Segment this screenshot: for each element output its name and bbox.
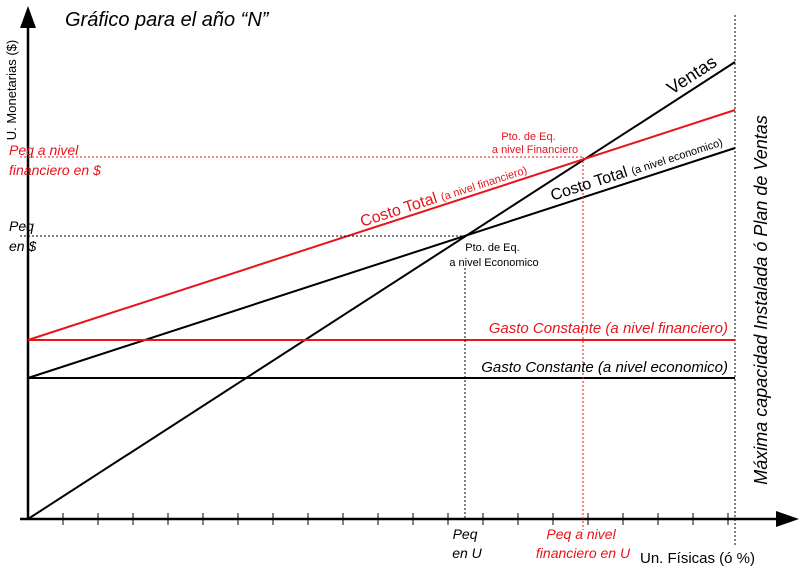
label-line: financiero en $ <box>9 162 101 178</box>
label-line: financiero en U <box>536 545 631 561</box>
label-line: Peq <box>453 526 478 542</box>
label-line: a nivel Economico <box>449 257 538 269</box>
x-ticks <box>62 513 729 525</box>
ventas-label: Ventas <box>663 52 720 99</box>
label-line: Peq a nivel <box>9 142 79 158</box>
costo-total-economico-line <box>27 147 736 379</box>
peq-pesos: Peq en $ <box>9 218 38 254</box>
label-line: a nivel Financiero <box>492 144 578 156</box>
pto-eq-financiero: Pto. de Eq. a nivel Financiero <box>492 131 578 156</box>
peq-financiero-pesos: Peq a nivel financiero en $ <box>9 142 101 178</box>
label-detail: (a nivel financiero) <box>440 165 529 204</box>
gasto-constante-economico-label: Gasto Constante (a nivel economico) <box>481 359 728 376</box>
capacity-label: Máxima capacidad Instalada ó Plan de Ven… <box>751 115 771 485</box>
costo-total-financiero-line <box>27 109 736 341</box>
y-axis-arrow <box>20 6 36 28</box>
gasto-constante-financiero-label: Gasto Constante (a nivel financiero) <box>489 320 728 337</box>
x-axis-arrow <box>776 511 799 527</box>
x-axis-label: Un. Físicas (ó %) <box>640 550 755 567</box>
label-line: en U <box>452 545 482 561</box>
label-line: Peq a nivel <box>546 526 616 542</box>
label-line: Peq <box>9 218 34 234</box>
y-axis-label: U. Monetarias ($) <box>4 40 19 140</box>
title: Gráfico para el año “N” <box>65 9 270 31</box>
label-line: Pto. de Eq. <box>501 131 555 143</box>
pto-eq-economico: Pto. de Eq. a nivel Economico <box>449 242 538 269</box>
ventas-line <box>27 61 736 520</box>
label-detail: (a nivel economico) <box>630 137 724 178</box>
label-line: Pto. de Eq. <box>465 242 519 254</box>
costo-total-financiero-label: Costo Total (a nivel financiero) <box>358 161 529 231</box>
label-main: Costo Total <box>549 164 630 205</box>
label-line: en $ <box>9 238 36 254</box>
peq-financiero-unidades: Peq a nivel financiero en U <box>536 526 631 561</box>
peq-unidades: Peq en U <box>452 526 482 561</box>
